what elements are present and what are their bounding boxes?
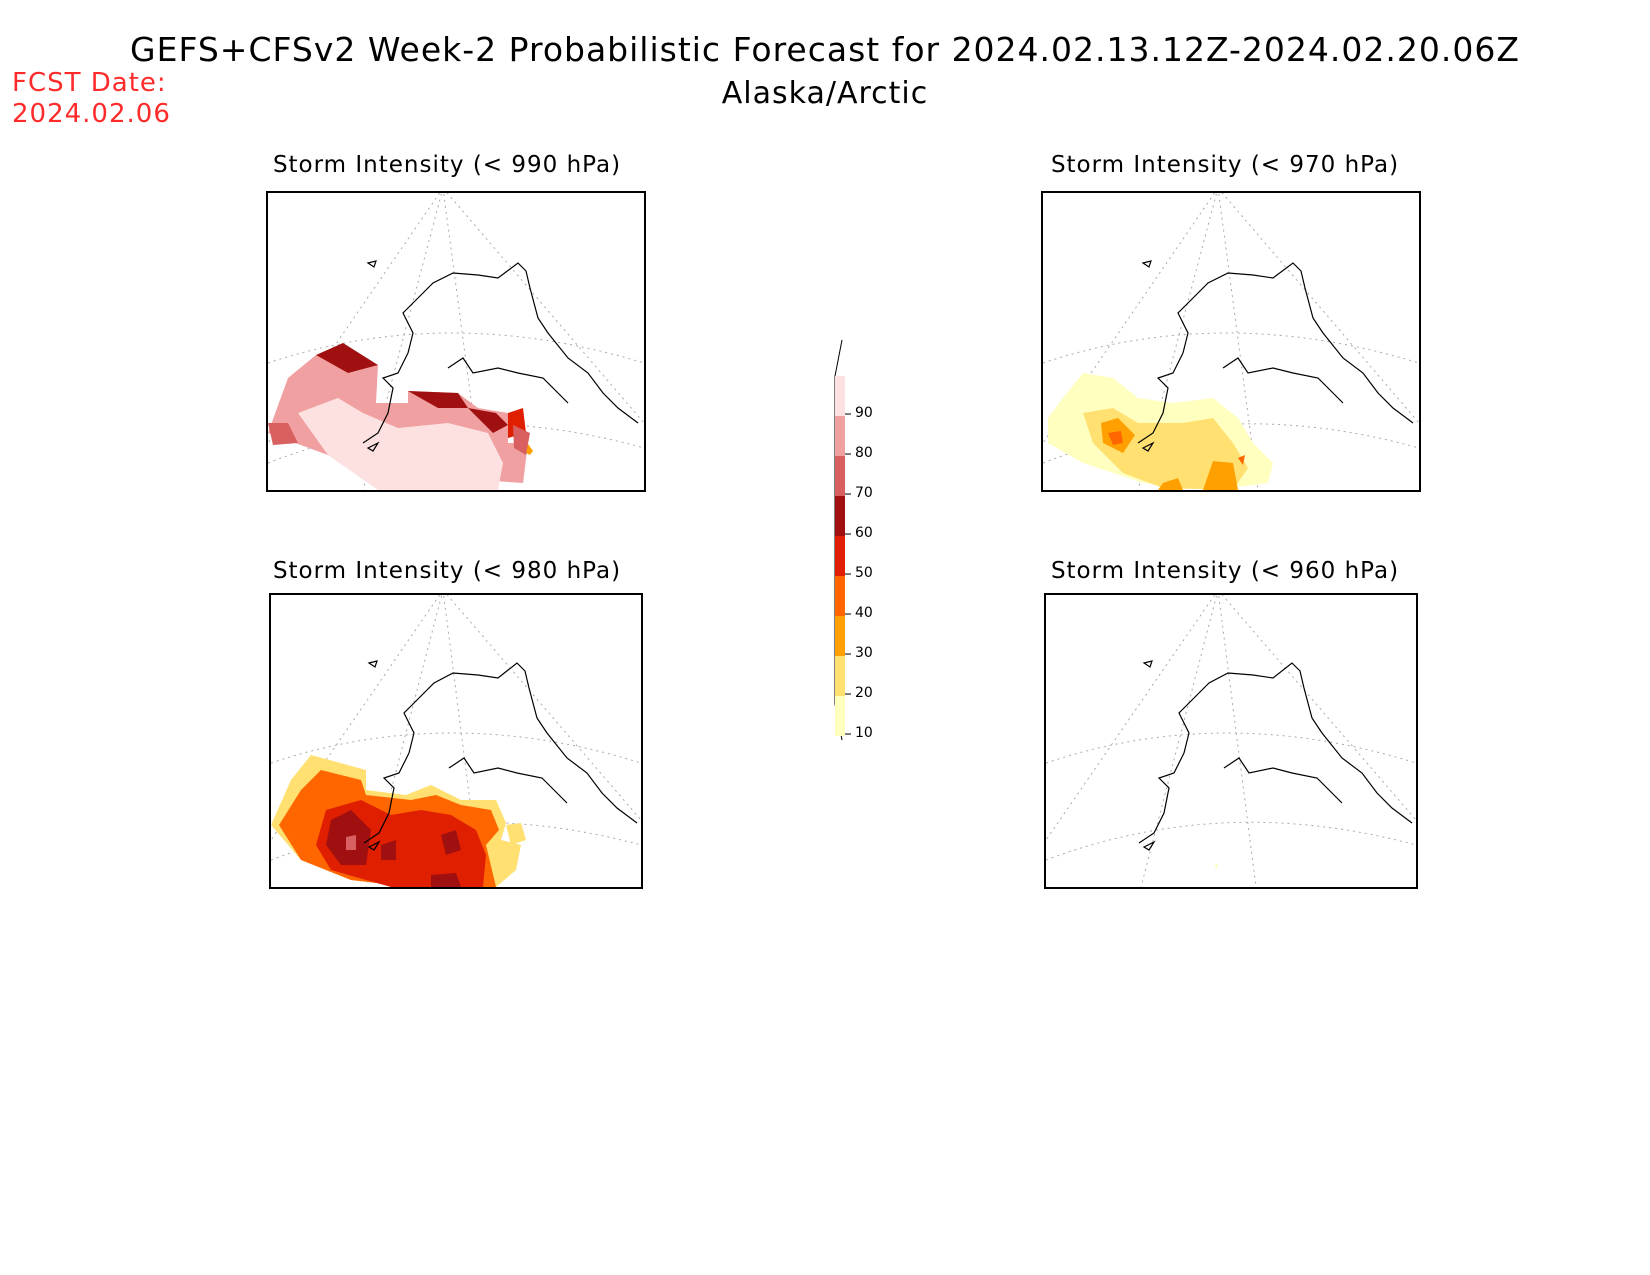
map-panel-970 [1041,191,1421,492]
colorbar-label: 60 [855,525,873,541]
map-panel-990 [266,191,646,492]
panel-title-990: Storm Intensity (< 990 hPa) [272,152,622,178]
alaska-coastline [362,260,639,452]
probability-shading-990 [268,343,533,490]
map-panel-980 [269,593,643,889]
colorbar-label: 30 [855,645,873,661]
colorbar-swatch [835,376,845,416]
probability-shading-960 [1214,864,1218,869]
alaska-coastline [363,660,638,851]
colorbar-swatch [835,656,845,696]
region-subtitle: Alaska/Arctic [721,76,929,111]
colorbar [830,339,890,741]
panel-title-970: Storm Intensity (< 970 hPa) [1050,152,1400,178]
colorbar-swatch [835,536,845,576]
colorbar-swatch [835,576,845,616]
colorbar-label: 10 [855,725,873,741]
colorbar-label: 90 [855,405,873,421]
colorbar-swatch [835,616,845,656]
colorbar-swatch [835,696,845,736]
colorbar-swatch [835,496,845,536]
colorbar-swatch [835,416,845,456]
colorbar-label: 70 [855,485,873,501]
colorbar-label: 50 [855,565,873,581]
panel-title-960: Storm Intensity (< 960 hPa) [1050,558,1400,584]
alaska-coastline [1138,660,1413,851]
colorbar-label: 80 [855,445,873,461]
probability-shading-980 [271,755,526,887]
fcst-date-value: 2024.02.06 [12,99,171,129]
probability-shading-970 [1048,373,1273,490]
panel-title-980: Storm Intensity (< 980 hPa) [272,558,622,584]
fcst-date-label: FCST Date: [12,68,167,98]
colorbar-swatch [835,456,845,496]
map-panel-960 [1044,593,1418,889]
alaska-coastline [1137,260,1414,452]
colorbar-label: 20 [855,685,873,701]
page-title: GEFS+CFSv2 Week-2 Probabilistic Forecast… [130,30,1520,69]
colorbar-label: 40 [855,605,873,621]
